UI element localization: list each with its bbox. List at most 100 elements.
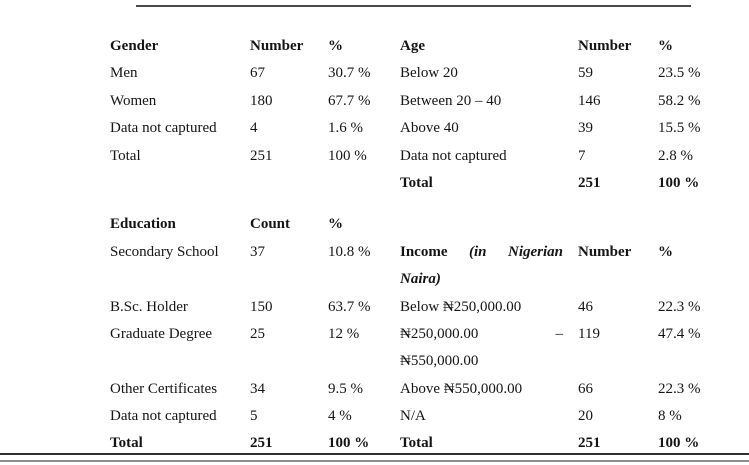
table-top-rule <box>136 5 691 8</box>
table-cell: 30.7 % <box>328 65 371 82</box>
table-cell: 12 % <box>328 325 360 342</box>
education-column-header: Education <box>110 216 176 233</box>
table-cell: 47.4 % <box>658 325 701 342</box>
table-row-othercerts-above550k: Other Certificates 34 9.5 % Above ₦550,0… <box>110 376 749 403</box>
gender-number-column-header: Number <box>250 38 304 54</box>
table-cell: 251 <box>578 435 601 452</box>
income-header-word: (in <box>468 243 487 260</box>
table-cell: Below ₦250,000.00 <box>400 298 522 315</box>
table-cell: 2.8 % <box>658 147 693 164</box>
education-percent-column-header: % <box>328 216 343 233</box>
table-cell: 4 % <box>328 408 352 425</box>
table-cell: 150 <box>250 298 273 315</box>
table-cell: B.Sc. Holder <box>110 298 188 315</box>
table-cell: 8 % <box>658 408 682 425</box>
table-header-row-education: Education Count % <box>110 211 749 238</box>
table-cell: 10.8 % <box>328 243 371 260</box>
demographics-table: Gender Number % Age Number % Men 67 30.7… <box>110 33 749 458</box>
table-row-datanotcaptured-above40: Data not captured 4 1.6 % Above 40 39 15… <box>110 115 749 142</box>
income-column-header-line1: Income (in Nigerian <box>400 239 578 266</box>
table-cell: Above 40 <box>400 120 459 137</box>
table-bottom-rule-dark <box>0 453 749 456</box>
table-cell: N/A <box>400 408 426 425</box>
table-cell: 146 <box>578 92 601 109</box>
empty-cell <box>578 348 658 375</box>
table-row-datanotcaptured-na: Data not captured 5 4 % N/A 20 8 % <box>110 403 749 430</box>
age-percent-column-header: % <box>658 38 673 54</box>
income-total-label: Total <box>400 435 433 452</box>
table-cell: Data not captured <box>110 120 217 137</box>
table-cell: 4 <box>250 120 258 137</box>
table-row-secondaryschool-incomeheader: Secondary School 37 10.8 % Income (in Ni… <box>110 239 749 266</box>
table-cell: Between 20 – 40 <box>400 92 502 109</box>
empty-cell <box>328 348 400 375</box>
empty-cell <box>578 266 658 293</box>
table-row-graduatedegree-250kto550k: Graduate Degree 25 12 % ₦250,000.00 – 11… <box>110 321 749 348</box>
gender-percent-column-header: % <box>328 38 343 54</box>
table-row-incomeheader-line2: Naira) <box>110 266 749 293</box>
table-cell: 22.3 % <box>658 380 701 397</box>
empty-cell <box>250 266 328 293</box>
table-cell: 1.6 % <box>328 120 363 137</box>
table-row-bsc-below250k: B.Sc. Holder 150 63.7 % Below ₦250,000.0… <box>110 294 749 321</box>
table-cell: 58.2 % <box>658 92 701 109</box>
table-cell: 100 % <box>658 435 700 452</box>
table-cell: 180 <box>250 92 273 109</box>
empty-cell <box>658 266 749 293</box>
table-cell: 37 <box>250 243 265 260</box>
table-cell: 34 <box>250 380 265 397</box>
gender-column-header: Gender <box>110 38 159 54</box>
table-cell: 5 <box>250 408 258 425</box>
table-cell: Graduate Degree <box>110 325 213 342</box>
income-range-line1: ₦250,000.00 – <box>400 321 578 348</box>
table-cell: Other Certificates <box>110 380 218 397</box>
table-cell: 39 <box>578 120 593 137</box>
table-cell: Below 20 <box>400 65 458 82</box>
table-cell: Data not captured <box>400 147 507 164</box>
table-cell: 251 <box>250 147 273 164</box>
education-total-label: Total <box>110 435 143 452</box>
table-row-incomerange-line2: ₦550,000.00 <box>110 348 749 375</box>
table-cell: 7 <box>578 147 586 164</box>
table-row-women-between20-40: Women 180 67.7 % Between 20 – 40 146 58.… <box>110 88 749 115</box>
table-cell: 67 <box>250 65 265 82</box>
gender-total-label: Total <box>110 147 141 164</box>
table-cell: Men <box>110 65 138 82</box>
table-cell: 22.3 % <box>658 298 701 315</box>
table-cell: 25 <box>250 325 265 342</box>
table-cell: 63.7 % <box>328 298 371 315</box>
age-number-column-header: Number <box>578 38 632 54</box>
section-gap <box>110 197 749 211</box>
table-cell: 100 % <box>658 174 700 191</box>
income-range-lower: ₦250,000.00 <box>400 325 479 342</box>
empty-cell <box>328 170 400 197</box>
table-row-totals: Total 251 100 % Total 251 100 % <box>110 430 749 457</box>
empty-cell <box>578 211 658 238</box>
income-range-upper: ₦550,000.00 <box>400 353 479 370</box>
income-percent-column-header: % <box>658 243 673 260</box>
table-bottom-rule-light <box>0 460 749 462</box>
table-cell: 23.5 % <box>658 65 701 82</box>
table-cell: Secondary School <box>110 243 219 260</box>
empty-cell <box>658 348 749 375</box>
income-number-column-header: Number <box>578 243 632 260</box>
age-column-header: Age <box>400 38 425 54</box>
table-cell: Data not captured <box>110 408 217 425</box>
income-header-word: Nigerian <box>507 243 563 260</box>
table-cell: Above ₦550,000.00 <box>400 380 523 397</box>
empty-cell <box>110 266 250 293</box>
table-cell: 100 % <box>328 147 367 164</box>
table-cell: 15.5 % <box>658 120 701 137</box>
table-row-gendertotal-datanotcaptured: Total 251 100 % Data not captured 7 2.8 … <box>110 143 749 170</box>
table-row-men-below20: Men 67 30.7 % Below 20 59 23.5 % <box>110 60 749 87</box>
table-cell: 66 <box>578 380 593 397</box>
table-cell: 100 % <box>328 435 370 452</box>
table-cell: 119 <box>578 325 600 342</box>
education-count-column-header: Count <box>250 216 291 233</box>
empty-cell <box>328 266 400 293</box>
table-cell: 9.5 % <box>328 380 363 397</box>
empty-cell <box>250 348 328 375</box>
table-cell: 59 <box>578 65 593 82</box>
income-header-word: Income <box>400 243 448 260</box>
